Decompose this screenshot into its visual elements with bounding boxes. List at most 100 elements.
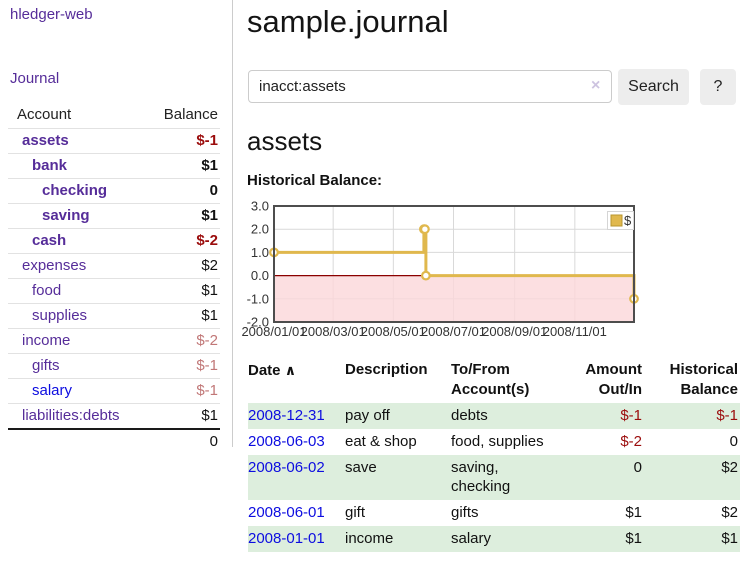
svg-text:$: $ bbox=[624, 213, 632, 228]
account-link-supplies[interactable]: supplies bbox=[32, 307, 88, 324]
accounts-header: To/From Account(s) bbox=[451, 361, 530, 398]
transaction-description: save bbox=[345, 459, 377, 476]
transaction-row: 2008-06-01 gift gifts $1 $2 bbox=[248, 500, 740, 526]
sort-ascending-icon: ∧ bbox=[284, 362, 297, 378]
transaction-row: 2008-12-31 pay off debts $-1 $-1 bbox=[248, 403, 740, 429]
account-row-food: food $1 bbox=[8, 278, 220, 304]
date-sort-header[interactable]: Date ∧ bbox=[248, 362, 297, 379]
account-balance: $-2 bbox=[141, 228, 220, 254]
transaction-accounts: debts bbox=[451, 407, 488, 424]
transaction-row: 2008-06-03 eat & shop food, supplies $-2… bbox=[248, 429, 740, 455]
transaction-amount: $-2 bbox=[620, 433, 642, 450]
account-link-gifts[interactable]: gifts bbox=[32, 357, 60, 374]
accounts-table: Account Balance assets $-1 bank $1 check… bbox=[8, 102, 220, 454]
transaction-balance: $-1 bbox=[716, 407, 738, 424]
account-link-expenses[interactable]: expenses bbox=[22, 257, 87, 274]
page-title: sample.journal bbox=[247, 4, 449, 39]
account-link-checking[interactable]: checking bbox=[42, 182, 108, 199]
help-button[interactable]: ? bbox=[700, 69, 736, 105]
account-link-bank[interactable]: bank bbox=[32, 157, 68, 174]
account-row-checking: checking 0 bbox=[8, 178, 220, 204]
account-balance: $1 bbox=[141, 403, 220, 429]
svg-text:2008/05/01: 2008/05/01 bbox=[361, 324, 426, 339]
balance-header: Historical Balance bbox=[669, 361, 738, 398]
transaction-accounts: food, supplies bbox=[451, 433, 544, 450]
search-input[interactable] bbox=[248, 70, 612, 103]
account-link-cash[interactable]: cash bbox=[32, 232, 67, 249]
account-balance: 0 bbox=[141, 178, 220, 204]
transaction-amount: $1 bbox=[625, 530, 642, 547]
transaction-description: eat & shop bbox=[345, 433, 417, 450]
sidebar: hledger-web Journal Account Balance asse… bbox=[0, 0, 233, 454]
account-row-saving: saving $1 bbox=[8, 203, 220, 229]
svg-text:1.0: 1.0 bbox=[251, 245, 269, 260]
account-link-salary[interactable]: salary bbox=[32, 382, 73, 399]
account-balance: $-1 bbox=[141, 378, 220, 404]
balance-chart-svg: 3.0 2.0 1.0 0.0 -1.0 -2.02008/01/012008/03/01… bbox=[241, 199, 639, 339]
transaction-date-link[interactable]: 2008-12-31 bbox=[248, 407, 325, 424]
transaction-accounts: gifts bbox=[451, 504, 479, 521]
svg-text:3.0: 3.0 bbox=[251, 200, 269, 214]
svg-text:2008/11/01: 2008/11/01 bbox=[543, 324, 607, 339]
account-row-cash: cash $-2 bbox=[8, 228, 220, 254]
transaction-balance: $2 bbox=[721, 504, 738, 521]
brand-link[interactable]: hledger-web bbox=[10, 6, 93, 23]
account-balance: $-1 bbox=[141, 353, 220, 379]
transaction-amount: $1 bbox=[625, 504, 642, 521]
balance-column-header: Balance bbox=[163, 106, 218, 123]
account-row-salary: salary $-1 bbox=[8, 378, 220, 404]
account-row-supplies: supplies $1 bbox=[8, 303, 220, 329]
accounts-header-row: Account Balance bbox=[8, 102, 220, 129]
account-column-header: Account bbox=[17, 106, 72, 123]
account-row-liabilities-debts: liabilities:debts $1 bbox=[8, 403, 220, 429]
account-balance: $1 bbox=[141, 278, 220, 304]
svg-text:2008/01/01: 2008/01/01 bbox=[241, 324, 306, 339]
account-heading: assets bbox=[247, 126, 323, 156]
transaction-description: gift bbox=[345, 504, 366, 521]
transaction-description: pay off bbox=[345, 407, 390, 424]
account-link-income[interactable]: income bbox=[22, 332, 71, 349]
svg-text:2.0: 2.0 bbox=[251, 222, 269, 237]
transaction-amount: $-1 bbox=[620, 407, 642, 424]
transaction-balance: 0 bbox=[729, 433, 738, 450]
sidebar-item-journal[interactable]: Journal bbox=[10, 70, 60, 87]
account-balance: $-1 bbox=[141, 128, 220, 154]
account-balance: $2 bbox=[141, 253, 220, 279]
transaction-row: 2008-06-02 save saving, checking 0 $2 bbox=[248, 455, 740, 500]
account-row-bank: bank $1 bbox=[8, 153, 220, 179]
transaction-amount: 0 bbox=[633, 459, 642, 476]
account-row-income: income $-2 bbox=[8, 328, 220, 354]
register-header-row: Date ∧ Description To/From Account(s) Am… bbox=[248, 357, 740, 403]
historical-balance-chart: 3.0 2.0 1.0 0.0 -1.0 -2.0 2008/01/01 2008/03/01… bbox=[240, 199, 740, 345]
account-balance: $1 bbox=[141, 153, 220, 179]
transaction-date-link[interactable]: 2008-01-01 bbox=[248, 530, 325, 547]
accounts-total-value: 0 bbox=[141, 428, 220, 454]
description-header: Description bbox=[345, 361, 428, 378]
chart-title: Historical Balance: bbox=[247, 172, 383, 189]
accounts-total-row: 0 bbox=[8, 428, 220, 454]
svg-text:0.0: 0.0 bbox=[251, 268, 269, 283]
account-balance: $1 bbox=[141, 203, 220, 229]
transaction-row: 2008-01-01 income salary $1 $1 bbox=[248, 526, 740, 552]
account-link-food[interactable]: food bbox=[32, 282, 62, 299]
account-row-gifts: gifts $-1 bbox=[8, 353, 220, 379]
search-button[interactable]: Search bbox=[618, 69, 689, 105]
transaction-balance: $1 bbox=[721, 530, 738, 547]
account-link-saving[interactable]: saving bbox=[42, 207, 90, 224]
account-link-liabilities-debts[interactable]: liabilities:debts bbox=[22, 407, 120, 424]
account-balance: $1 bbox=[141, 303, 220, 329]
svg-text:-1.0: -1.0 bbox=[247, 291, 269, 306]
transaction-date-link[interactable]: 2008-06-02 bbox=[248, 459, 325, 476]
amount-header: Amount Out/In bbox=[585, 361, 642, 398]
clear-search-icon[interactable]: × bbox=[591, 77, 601, 94]
register-table: Date ∧ Description To/From Account(s) Am… bbox=[248, 357, 740, 552]
account-row-assets: assets $-1 bbox=[8, 128, 220, 154]
transaction-date-link[interactable]: 2008-06-01 bbox=[248, 504, 325, 521]
transaction-date-link[interactable]: 2008-06-03 bbox=[248, 433, 325, 450]
account-link-assets[interactable]: assets bbox=[22, 132, 69, 149]
transaction-accounts: salary bbox=[451, 530, 492, 547]
svg-text:2008/07/01: 2008/07/01 bbox=[421, 324, 486, 339]
svg-text:-2.0: -2.0 bbox=[247, 315, 269, 330]
svg-text:2008/09/01: 2008/09/01 bbox=[482, 324, 547, 339]
